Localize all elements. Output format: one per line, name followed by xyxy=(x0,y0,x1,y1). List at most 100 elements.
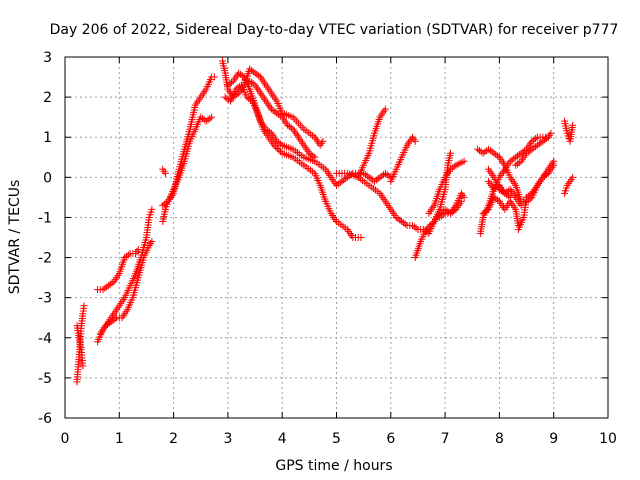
data-point xyxy=(271,108,279,116)
data-point xyxy=(246,77,254,85)
data-point xyxy=(517,201,525,209)
x-axis-ticks: 0 1 2 3 4 5 6 7 8 9 10 xyxy=(61,57,617,447)
data-point xyxy=(275,110,283,118)
data-point xyxy=(439,211,447,219)
data-point xyxy=(526,147,534,155)
data-point xyxy=(276,140,284,148)
data-point xyxy=(255,72,263,80)
data-point xyxy=(124,251,132,259)
data-point xyxy=(541,136,549,144)
x-tick-label: 8 xyxy=(495,431,504,447)
data-point xyxy=(494,183,502,191)
data-point xyxy=(460,193,468,201)
data-point xyxy=(524,192,532,200)
data-point xyxy=(221,93,229,101)
data-point xyxy=(102,322,110,330)
data-point xyxy=(524,148,532,156)
data-point xyxy=(208,113,216,121)
series-track xyxy=(159,113,216,225)
data-point xyxy=(528,145,536,153)
series-track xyxy=(561,173,577,197)
data-point xyxy=(334,180,342,188)
y-axis-ticks: -6 -5 -4 -3 -2 -1 0 1 2 3 xyxy=(38,50,608,427)
series-track xyxy=(561,117,577,145)
data-point xyxy=(425,222,433,230)
data-point xyxy=(523,149,531,157)
data-point xyxy=(448,208,456,216)
data-point xyxy=(492,184,500,192)
data-point xyxy=(148,238,156,246)
data-point xyxy=(277,148,285,156)
series-track xyxy=(159,165,169,177)
data-point xyxy=(224,81,232,89)
data-point xyxy=(107,318,115,326)
series-track xyxy=(514,161,558,233)
data-point xyxy=(479,149,487,157)
data-point xyxy=(276,112,284,120)
data-point xyxy=(206,115,214,123)
data-point xyxy=(247,78,255,86)
data-point xyxy=(569,121,577,129)
data-point xyxy=(381,105,389,113)
data-point xyxy=(532,143,540,151)
data-point xyxy=(394,215,402,223)
data-point xyxy=(475,147,483,155)
series-track xyxy=(512,133,552,169)
y-tick-label: -5 xyxy=(38,371,52,387)
data-point xyxy=(378,172,386,180)
data-point xyxy=(266,128,274,136)
data-point xyxy=(361,171,369,179)
data-point xyxy=(494,196,502,204)
data-point xyxy=(485,145,493,153)
data-point xyxy=(232,85,240,93)
data-point xyxy=(447,209,455,217)
data-point xyxy=(246,65,254,73)
data-point xyxy=(374,175,382,183)
data-point xyxy=(376,173,384,181)
series-track xyxy=(354,105,389,181)
data-point xyxy=(247,66,255,74)
data-point xyxy=(494,152,502,160)
data-point xyxy=(309,152,317,160)
data-point xyxy=(197,113,205,121)
data-point xyxy=(514,152,521,160)
series-track xyxy=(73,302,88,386)
data-point xyxy=(134,246,142,254)
data-point xyxy=(474,145,482,153)
grid-lines xyxy=(65,57,608,418)
data-point xyxy=(528,137,536,145)
data-point xyxy=(501,189,509,197)
data-point xyxy=(273,109,281,117)
data-point xyxy=(422,225,430,233)
data-point xyxy=(365,173,373,181)
data-point xyxy=(410,223,418,231)
data-point xyxy=(488,148,496,156)
data-point xyxy=(123,252,131,260)
data-point xyxy=(238,72,246,80)
data-point xyxy=(450,163,458,171)
x-tick-label: 0 xyxy=(61,431,70,447)
x-axis-label: GPS time / hours xyxy=(275,458,392,474)
x-tick-label: 9 xyxy=(549,431,558,447)
data-point xyxy=(490,185,498,193)
data-point xyxy=(159,201,167,209)
data-point xyxy=(237,70,245,78)
data-point xyxy=(381,169,389,177)
data-point xyxy=(409,221,417,229)
data-point xyxy=(512,161,520,169)
data-point xyxy=(285,123,293,131)
series-track xyxy=(224,69,395,189)
data-point xyxy=(210,73,218,81)
data-point xyxy=(508,156,516,164)
x-tick-label: 4 xyxy=(278,431,287,447)
data-point xyxy=(427,221,435,229)
series-track xyxy=(436,197,465,221)
y-tick-label: -1 xyxy=(38,210,52,226)
data-point xyxy=(287,124,295,132)
data-point xyxy=(249,68,257,76)
data-point xyxy=(311,153,319,161)
data-point xyxy=(121,254,129,262)
data-point xyxy=(490,149,498,157)
y-tick-label: -6 xyxy=(38,411,52,427)
data-point xyxy=(486,147,494,155)
